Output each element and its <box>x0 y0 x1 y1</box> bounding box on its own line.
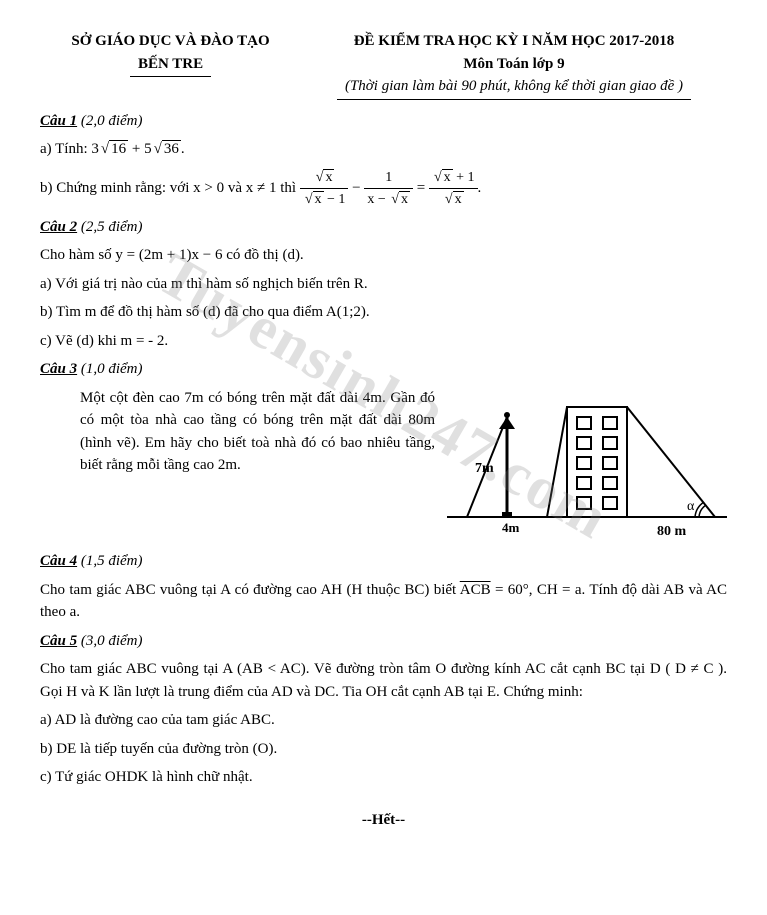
svg-text:7m: 7m <box>475 461 494 476</box>
q4-heading: Câu 4 (1,5 điểm) <box>40 550 727 573</box>
q1-a: a) Tính: 316 + 536. <box>40 138 727 161</box>
q2-heading: Câu 2 (2,5 điểm) <box>40 216 727 239</box>
header: SỞ GIÁO DỤC VÀ ĐÀO TẠO BẾN TRE ĐỀ KIỂM T… <box>40 30 727 100</box>
org-name: SỞ GIÁO DỤC VÀ ĐÀO TẠO <box>40 30 301 53</box>
header-right: ĐỀ KIỂM TRA HỌC KỲ I NĂM HỌC 2017-2018 M… <box>301 30 727 100</box>
q1-heading: Câu 1 (2,0 điểm) <box>40 110 727 133</box>
svg-text:4m: 4m <box>502 520 520 535</box>
q5-intro: Cho tam giác ABC vuông tại A (AB < AC). … <box>40 658 727 703</box>
q5-a: a) AD là đường cao của tam giác ABC. <box>40 709 727 732</box>
q5-c: c) Tứ giác OHDK là hình chữ nhật. <box>40 766 727 789</box>
q2-intro: Cho hàm số y = (2m + 1)x − 6 có đồ thị (… <box>40 244 727 267</box>
q4-text: Cho tam giác ABC vuông tại A có đường ca… <box>40 579 727 624</box>
q2-c: c) Vẽ (d) khi m = - 2. <box>40 330 727 353</box>
q5-b: b) DE là tiếp tuyến của đường tròn (O). <box>40 738 727 761</box>
q2-a: a) Với giá trị nào của m thì hàm số nghị… <box>40 273 727 296</box>
q3-heading: Câu 3 (1,0 điểm) <box>40 358 727 381</box>
q5-heading: Câu 5 (3,0 điểm) <box>40 630 727 653</box>
svg-text:80 m: 80 m <box>657 524 687 537</box>
q3-row: Một cột đèn cao 7m có bóng trên mặt đất … <box>40 387 727 545</box>
q1-b: b) Chứng minh rằng: với x > 0 và x ≠ 1 t… <box>40 167 727 210</box>
footer-end: --Hết-- <box>40 809 727 832</box>
province: BẾN TRE <box>40 53 301 78</box>
header-left: SỞ GIÁO DỤC VÀ ĐÀO TẠO BẾN TRE <box>40 30 301 100</box>
exam-title: ĐỀ KIỂM TRA HỌC KỲ I NĂM HỌC 2017-2018 <box>301 30 727 53</box>
svg-text:α: α <box>687 499 695 514</box>
q3-text: Một cột đèn cao 7m có bóng trên mặt đất … <box>80 387 435 477</box>
q3-figure: 7m 4m 80 m α <box>447 387 727 545</box>
q2-b: b) Tìm m để đồ thị hàm số (d) đã cho qua… <box>40 301 727 324</box>
duration-note: (Thời gian làm bài 90 phút, không kể thờ… <box>301 75 727 100</box>
subject: Môn Toán lớp 9 <box>301 53 727 76</box>
